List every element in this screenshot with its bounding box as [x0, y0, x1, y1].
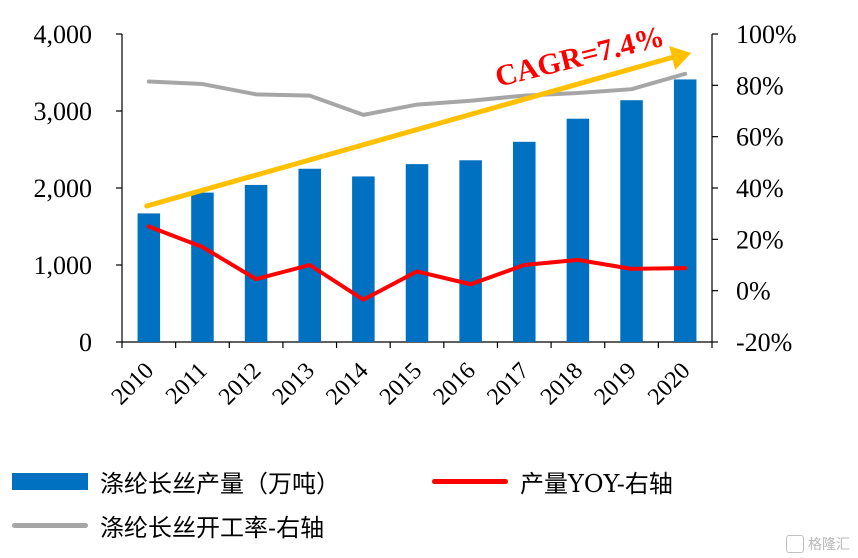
bar	[513, 141, 536, 342]
legend-item-yoy: 产量YOY-右轴	[432, 466, 673, 498]
yoy-line	[146, 224, 688, 302]
legend: 涤纶长丝产量（万吨） 产量YOY-右轴 涤纶长丝开工率-右轴	[0, 452, 858, 552]
left-tick-label: 0	[79, 328, 92, 357]
right-tick-label: -20%	[736, 328, 792, 357]
watermark-text: 格隆汇	[808, 537, 850, 553]
line-series	[146, 71, 688, 302]
legend-swatch-gray-line	[12, 522, 88, 528]
bar	[620, 100, 643, 342]
legend-swatch-bar	[12, 472, 88, 490]
bar	[298, 168, 321, 342]
bar	[244, 184, 268, 342]
left-tick-label: 3,000	[34, 97, 93, 126]
right-tick-label: 20%	[736, 225, 784, 254]
bar	[352, 176, 375, 342]
bar	[459, 160, 482, 342]
watermark: 格隆汇	[786, 534, 850, 554]
cagr-arrow-shaft	[144, 53, 680, 209]
left-tick-label: 1,000	[34, 251, 93, 280]
left-tick-label: 4,000	[34, 20, 93, 49]
bar	[673, 79, 697, 343]
x-tick-label: 2010	[107, 358, 159, 410]
watermark-logo-icon	[786, 535, 804, 553]
legend-label: 涤纶长丝开工率-右轴	[100, 513, 325, 542]
left-tick-label: 2,000	[34, 174, 93, 203]
x-tick-label: 2018	[536, 358, 588, 410]
x-tick-label: 2015	[375, 358, 427, 410]
x-tick-label: 2013	[268, 358, 320, 410]
x-tick-label: 2011	[161, 358, 213, 410]
bar	[191, 192, 214, 342]
right-tick-label: 40%	[736, 174, 784, 203]
bar	[405, 164, 429, 342]
utilization-line	[146, 71, 688, 117]
right-tick-label: 0%	[736, 277, 771, 306]
right-tick-label: 80%	[736, 71, 784, 100]
x-tick-label: 2020	[643, 358, 695, 410]
right-tick-label: 60%	[736, 123, 784, 152]
chart: 0 1,000 2,000 3,000 4,000 -20% 0% 20% 40% 60% 80% 1…	[34, 20, 797, 410]
legend-label: 产量YOY-右轴	[520, 469, 673, 498]
legend-label: 涤纶长丝产量（万吨）	[100, 469, 340, 498]
bar	[566, 118, 590, 342]
x-tick-label: 2017	[482, 358, 534, 410]
legend-item-production: 涤纶长丝产量（万吨）	[12, 466, 340, 498]
legend-swatch-red-line	[432, 478, 508, 484]
axes: 0 1,000 2,000 3,000 4,000 -20% 0% 20% 40% 60% 80% 1…	[34, 20, 797, 410]
x-tick-label: 2014	[321, 358, 373, 410]
legend-item-utilization: 涤纶长丝开工率-右轴	[12, 510, 325, 542]
bar	[137, 213, 161, 342]
right-tick-label: 100%	[736, 20, 797, 49]
cagr-arrowhead	[669, 46, 692, 70]
bar-series	[137, 79, 697, 343]
x-tick-label: 2012	[214, 358, 266, 410]
x-tick-label: 2019	[589, 358, 641, 410]
x-tick-label: 2016	[429, 358, 481, 410]
